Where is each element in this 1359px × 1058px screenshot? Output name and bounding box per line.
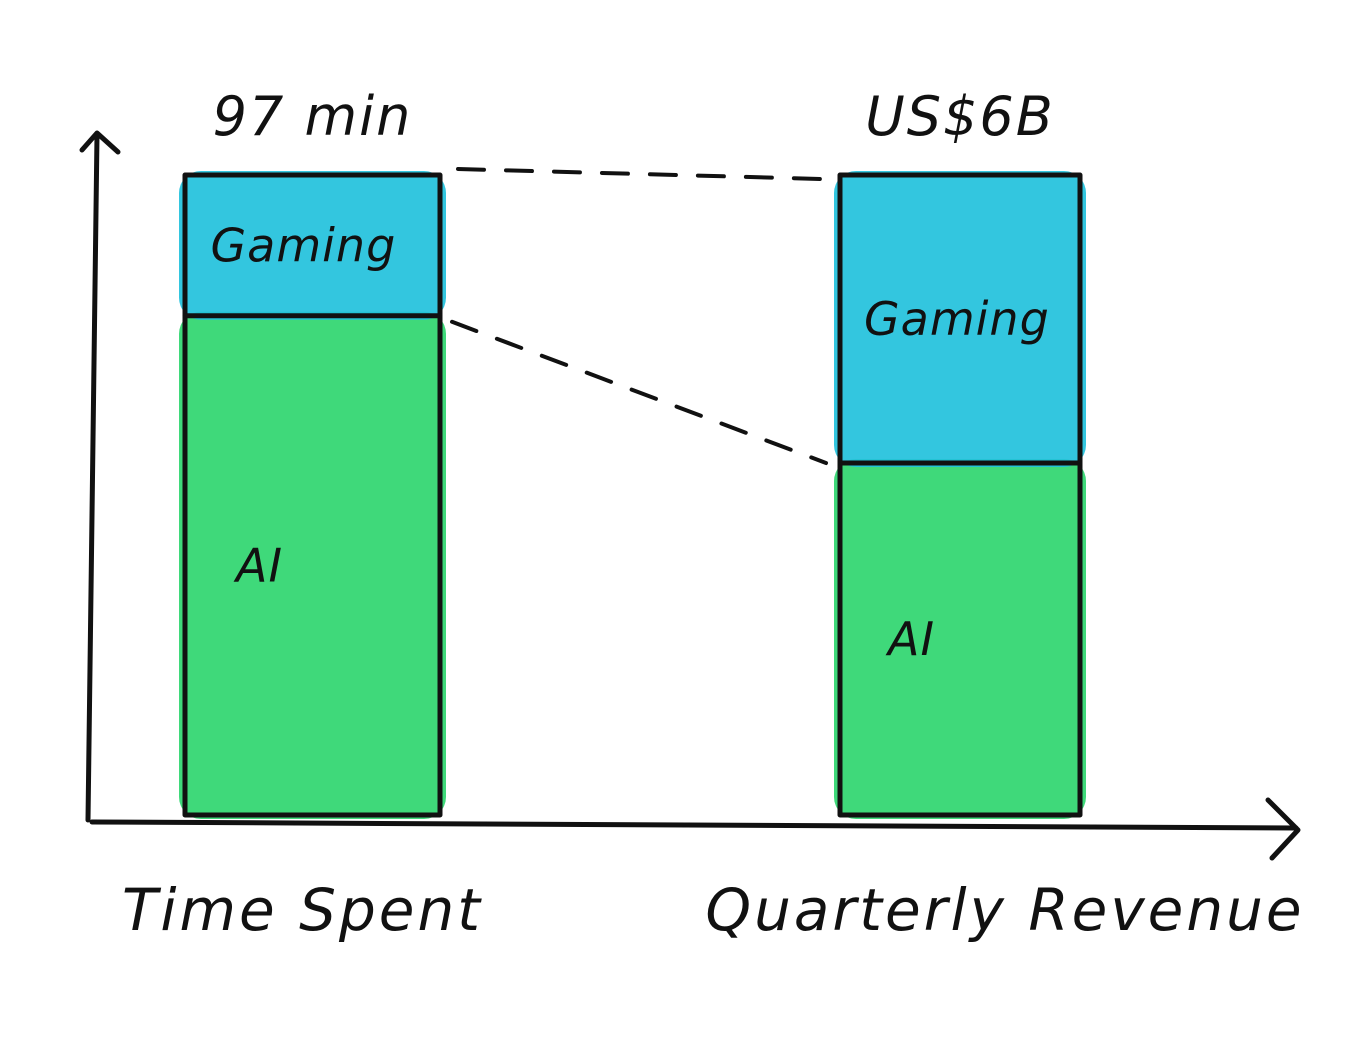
gaming-segment-label-2: Gaming [864, 292, 1050, 346]
y-axis-arrowhead [79, 130, 121, 155]
labels-layer: AI Gaming 97 min Time Spent AI Gaming US$6B Qua… [122, 85, 1304, 944]
top-label-2: US$6B [865, 85, 1055, 148]
ai-segment-label-2: AI [885, 612, 935, 666]
connectors-layer [450, 167, 828, 465]
connector-dashed-line-top [456, 167, 824, 181]
gaming-segment-bar-1 [179, 171, 446, 320]
bar-outline-2 [837, 172, 1083, 818]
ai-segment-label-1: AI [233, 538, 283, 592]
connector-dashed-line-split [450, 319, 828, 465]
gaming-segment-bar-2 [834, 171, 1086, 467]
y-axis-line [85, 132, 100, 823]
x-axis-line [89, 819, 1299, 831]
axes [79, 130, 1301, 861]
ai-segment-bar-2 [834, 459, 1086, 819]
top-label-1: 97 min [213, 85, 413, 148]
x-axis-arrowhead [1265, 797, 1301, 861]
bars-layer [179, 171, 1086, 819]
gaming-segment-label-1: Gaming [211, 218, 397, 272]
category-label-2: Quarterly Revenue [705, 876, 1304, 944]
category-label-1: Time Spent [122, 876, 483, 944]
bar-outline-1 [182, 172, 443, 818]
ai-segment-bar-1 [179, 311, 446, 819]
